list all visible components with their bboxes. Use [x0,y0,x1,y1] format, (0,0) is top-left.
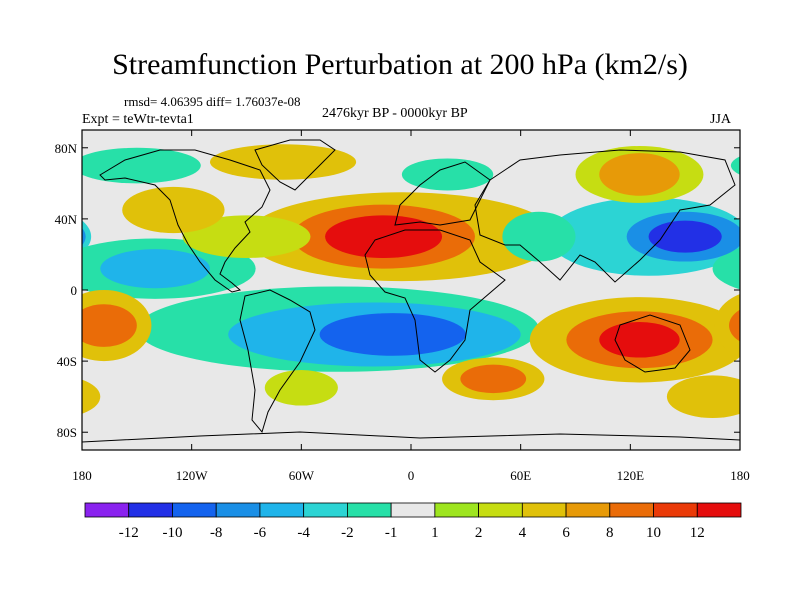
contour-region-wrap [82,322,92,357]
colorbar-swatch [303,502,348,518]
colorbar-swatch [128,502,173,518]
colorbar-swatch [215,502,261,518]
colorbar-swatch [434,502,480,518]
coastline-africa [364,229,506,373]
colorbar-label: 4 [519,525,527,541]
contour-region [502,211,576,262]
colorbar-swatch [653,502,698,518]
map-axes: 80N 40N 0 40S 80S 180 120W 60W 0 60E 120E 180 [55,130,750,483]
contour-region-wrap [730,156,740,175]
contour-region [182,215,311,258]
contour-region [666,375,740,418]
colorbar-swatch [259,502,305,518]
period-label: 2476kyr BP - 0000kyr BP [322,106,468,121]
contour-region [209,144,357,180]
contour-region [82,147,201,184]
colorbar-swatch [346,502,392,518]
rmsd-stats: rmsd= 4.06395 diff= 1.76037e-08 [124,94,301,109]
contour-region [401,158,494,191]
contour-region [648,220,722,253]
colorbar-label: 1 [431,525,439,541]
contour-region [460,364,527,394]
season-label: JJA [710,112,732,127]
colorbar-swatch [84,502,130,518]
contour-region-wrap [714,294,740,358]
colorbar-label: -4 [297,525,310,541]
coastlines [82,139,740,443]
colorbar-swatch [609,502,654,518]
colorbar-swatch [172,502,217,518]
colorbar-swatch [390,502,436,518]
contour-region [100,249,210,289]
contour-region-wrap [82,379,101,414]
lon-label: 120E [617,468,645,483]
contour-region-wrap [712,247,740,290]
colorbar-label: -8 [210,525,223,541]
lat-label: 80S [57,425,77,440]
lon-label: 120W [176,468,209,483]
contour-region-wrap [82,220,92,253]
colorbar-label: -1 [385,525,398,541]
coastline-asia [474,149,736,283]
coastline-antarctica [82,431,740,443]
lat-label: 0 [71,283,78,298]
lon-label: 60W [289,468,315,483]
coastline-south-america [239,289,316,434]
colorbar-label: -6 [254,525,267,541]
colorbar-label: 12 [690,525,705,541]
contour-region [319,313,466,356]
colorbar-swatch [521,502,567,518]
contour-region-wrap [82,228,86,246]
lon-label: 60E [510,468,531,483]
lon-label: 180 [72,468,92,483]
colorbar-swatch [696,502,742,518]
lat-label: 40N [55,212,78,227]
colorbar-label: -12 [119,525,139,541]
colorbar-label: -2 [341,525,354,541]
colorbar-label: 10 [646,525,661,541]
contour-region [599,322,680,358]
colorbar-swatch [478,502,523,518]
colorbar-swatch [565,502,611,518]
coastline-australia [614,314,691,373]
contour-region-wrap [729,309,740,342]
contour-field [82,144,740,418]
lat-label: 80N [55,141,78,156]
colorbar-label: 6 [562,525,570,541]
contour-region [82,304,137,347]
colorbar-label: 8 [606,525,614,541]
colorbar-label: -10 [162,525,182,541]
contour-region [599,153,680,196]
lon-label: 0 [408,468,415,483]
chart-title: Streamfunction Perturbation at 200 hPa (… [112,48,688,81]
coastline-greenland [254,139,336,191]
coastline-north-america [99,149,271,293]
contour-region [264,370,338,406]
lon-label: 180 [730,468,750,483]
colorbar: -12 -10 -8 -6 -4 -2 -1 1 2 4 6 8 10 12 [84,502,742,541]
colorbar-label: 2 [475,525,483,541]
lat-label: 40S [57,354,77,369]
experiment-label: Expt = teWtr-tevta1 [82,112,194,127]
